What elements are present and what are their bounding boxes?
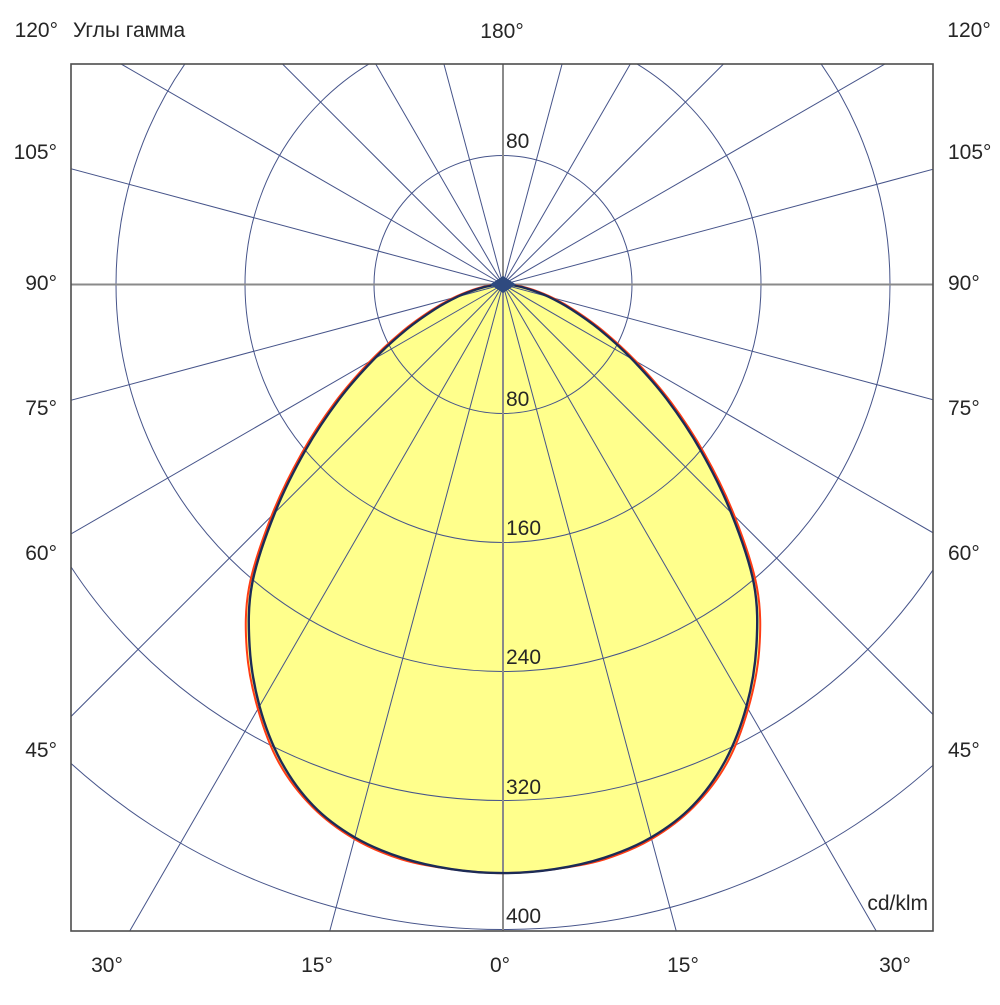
pole-marker-diamond	[490, 276, 516, 293]
ring-value-320: 320	[506, 776, 541, 799]
grid-ray-120	[502, 64, 886, 285]
angle-label-90-right: 90°	[948, 272, 980, 295]
angle-label-180-top: 180°	[480, 20, 523, 43]
grid-ray-285	[71, 284, 504, 401]
grid-ray-30	[502, 284, 877, 931]
ring-value-400: 400	[506, 905, 541, 928]
angle-label-45-right: 45°	[948, 739, 980, 762]
angle-label-120-top-left: 120°	[15, 19, 58, 42]
grid-ray-105	[502, 168, 933, 285]
main-axes-layer	[71, 64, 933, 931]
angle-label-30-bottom-left: 30°	[91, 954, 123, 977]
grid-ray-255	[71, 168, 504, 285]
grid-ray-315	[71, 284, 504, 718]
grid-ray-135	[502, 64, 725, 285]
angle-label-45-left: 45°	[25, 739, 57, 762]
grid-ray-150	[502, 64, 631, 285]
ring-value-240: 240	[506, 646, 541, 669]
intensity-curve-c90-c270	[247, 283, 759, 875]
angle-label-60-right: 60°	[948, 542, 980, 565]
angle-label-105-left: 105°	[14, 141, 57, 164]
grid-ray-225	[281, 64, 504, 285]
intensity-curves-layer	[244, 283, 762, 875]
grid-ray-330	[129, 284, 504, 931]
angle-label-75-left: 75°	[25, 397, 57, 420]
angle-label-90-left: 90°	[25, 272, 57, 295]
grid-ray-345	[329, 284, 504, 931]
grid-ray-165	[502, 64, 563, 285]
ring-value-80-lower: 80	[506, 388, 529, 411]
angle-label-120-top-right: 120°	[947, 19, 990, 42]
grid-ray-60	[502, 284, 933, 534]
angle-label-30-bottom-right: 30°	[879, 954, 911, 977]
grid-ray-195	[443, 64, 504, 285]
plot-frame	[70, 63, 934, 932]
grid-ray-45	[502, 284, 933, 716]
ring-value-160: 160	[506, 517, 541, 540]
grid-ray-300	[71, 284, 504, 535]
grid-ray-15	[502, 284, 677, 931]
angle-label-15-bottom-left: 15°	[301, 954, 333, 977]
angle-label-60-left: 60°	[25, 542, 57, 565]
grid-ray-240	[120, 64, 504, 285]
grid-ray-75	[502, 284, 933, 401]
ring-value-80-upper: 80	[506, 130, 529, 153]
angle-label-75-right: 75°	[948, 397, 980, 420]
unit-label: cd/klm	[867, 892, 928, 915]
chart-title: Углы гамма	[73, 19, 186, 42]
angle-label-0-bottom: 0°	[490, 954, 510, 977]
angle-label-105-right: 105°	[948, 141, 991, 164]
angle-label-15-bottom-right: 15°	[667, 954, 699, 977]
grid-ray-210	[375, 64, 504, 285]
